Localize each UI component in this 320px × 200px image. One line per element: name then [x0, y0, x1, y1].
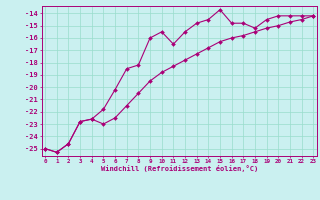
X-axis label: Windchill (Refroidissement éolien,°C): Windchill (Refroidissement éolien,°C) — [100, 165, 258, 172]
